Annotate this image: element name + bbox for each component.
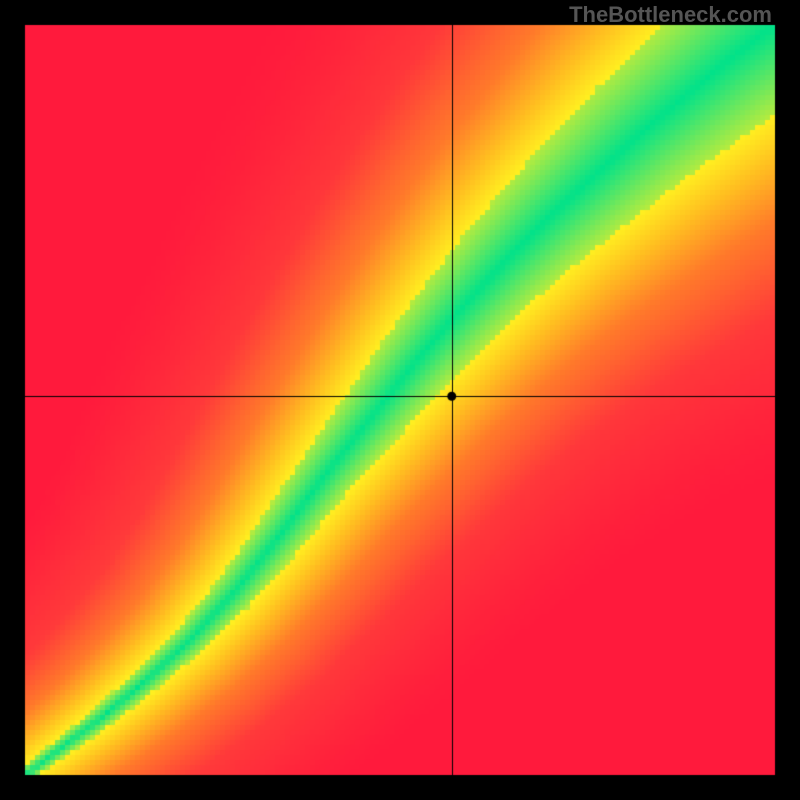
chart-container: TheBottleneck.com	[0, 0, 800, 800]
bottleneck-heatmap	[0, 0, 800, 800]
watermark-text: TheBottleneck.com	[569, 2, 772, 28]
